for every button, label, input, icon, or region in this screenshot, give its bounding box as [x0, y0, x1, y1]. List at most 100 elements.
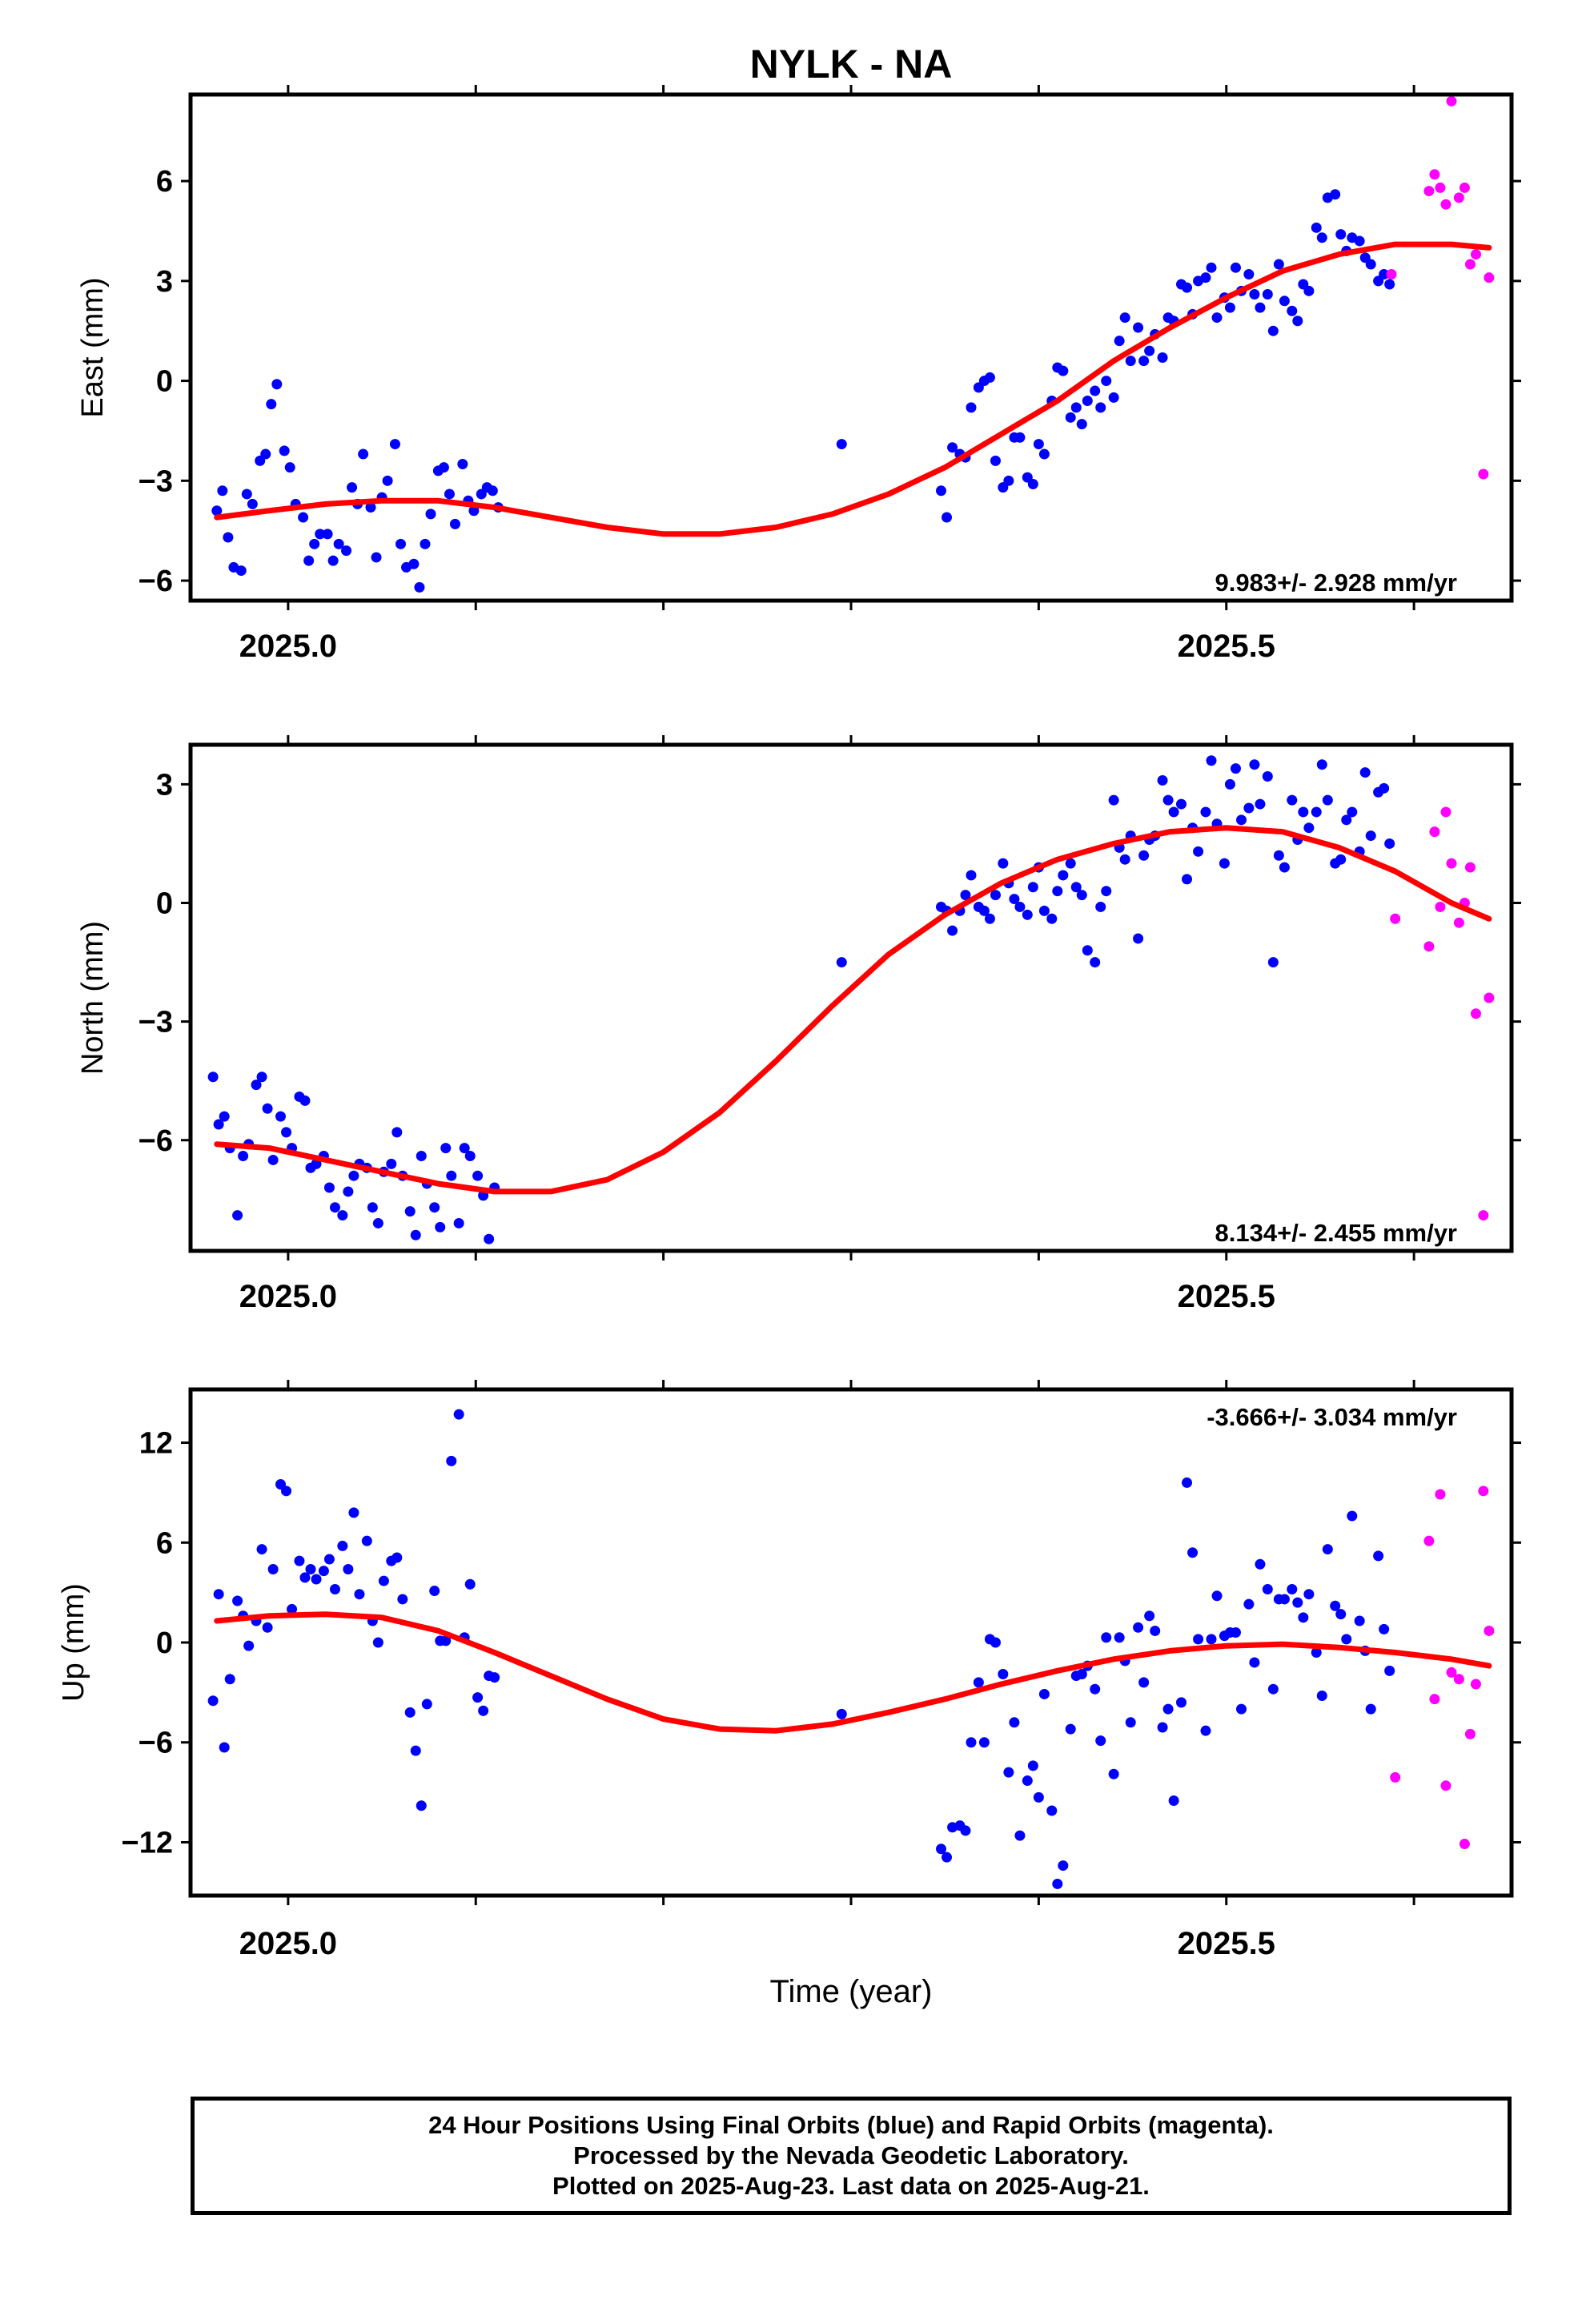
rapid-orbit-point: [1464, 862, 1476, 873]
final-orbit-point: [323, 1554, 335, 1565]
final-orbit-point: [1095, 901, 1106, 912]
final-orbit-point: [1249, 1657, 1260, 1668]
final-orbit-point: [1082, 396, 1093, 407]
final-orbit-point: [1027, 882, 1038, 893]
data-points: [207, 755, 1495, 1244]
final-orbit-point: [1200, 272, 1211, 283]
rate-label: -3.666+/- 3.034 mm/yr: [1207, 1403, 1457, 1431]
final-orbit-point: [243, 1640, 255, 1651]
final-orbit-point: [1287, 794, 1298, 806]
final-orbit-point: [347, 482, 358, 493]
final-orbit-point: [1065, 858, 1076, 869]
plot-frame: [188, 1387, 1514, 1898]
final-orbit-point: [1114, 1632, 1125, 1643]
y-tick-label: −12: [122, 1826, 173, 1860]
final-orbit-point: [315, 529, 326, 540]
rapid-orbit-point: [1484, 992, 1495, 1003]
y-tick-label: 0: [156, 887, 173, 921]
final-orbit-point: [1009, 894, 1020, 905]
final-orbit-point: [438, 462, 449, 473]
final-orbit-point: [217, 485, 228, 497]
panel-north: −6 −3 0 3 2025.0 2025.5 North (mm) 8.134+/- 2.4…: [76, 735, 1521, 1314]
final-orbit-point: [1022, 1775, 1033, 1787]
final-orbit-point: [1365, 1703, 1376, 1715]
final-orbit-point: [1076, 419, 1087, 430]
final-orbit-point: [449, 518, 460, 529]
final-orbit-point: [1076, 890, 1087, 901]
final-orbit-point: [1133, 1622, 1144, 1633]
final-orbit-point: [1316, 232, 1327, 243]
final-orbit-point: [1193, 1634, 1204, 1645]
final-orbit-point: [1168, 1795, 1179, 1806]
caption-line-1: 24 Hour Positions Using Final Orbits (bl…: [428, 2111, 1274, 2139]
final-orbit-point: [343, 1186, 354, 1197]
final-orbit-point: [1138, 356, 1150, 367]
final-orbit-point: [1211, 312, 1223, 324]
final-orbit-point: [219, 1742, 230, 1753]
y-tick-label: −3: [139, 1006, 173, 1039]
y-tick-label: −6: [139, 565, 173, 598]
rapid-orbit-point: [1423, 1535, 1435, 1546]
final-orbit-point: [1279, 1594, 1290, 1605]
final-orbit-point: [1058, 365, 1069, 376]
final-orbit-point: [1182, 1477, 1193, 1488]
final-orbit-point: [1033, 439, 1044, 450]
final-orbit-point: [1046, 1805, 1058, 1816]
final-orbit-point: [1150, 1625, 1161, 1636]
final-orbit-point: [1200, 1725, 1211, 1736]
final-orbit-point: [1236, 1703, 1247, 1715]
final-orbit-point: [1236, 814, 1247, 826]
final-orbit-point: [1292, 1597, 1303, 1608]
final-orbit-point: [1298, 1612, 1309, 1623]
final-orbit-point: [223, 532, 234, 543]
final-orbit-point: [1182, 282, 1193, 293]
rapid-orbit-point: [1470, 1679, 1481, 1690]
final-orbit-point: [1157, 774, 1168, 786]
rate-label: 9.983+/- 2.928 mm/yr: [1215, 569, 1457, 597]
final-orbit-point: [1379, 1623, 1390, 1634]
final-orbit-point: [947, 925, 958, 936]
final-orbit-point: [1303, 1589, 1315, 1600]
final-orbit-point: [372, 1637, 383, 1648]
final-orbit-point: [1373, 1550, 1384, 1562]
rapid-orbit-point: [1453, 917, 1464, 928]
final-orbit-point: [1243, 802, 1255, 814]
final-orbit-point: [337, 1210, 348, 1221]
final-orbit-point: [942, 512, 953, 523]
final-orbit-point: [207, 1695, 219, 1707]
x-tick-label: 2025.5: [1178, 1926, 1275, 1961]
final-orbit-point: [287, 1603, 298, 1614]
rapid-orbit-point: [1435, 182, 1446, 193]
final-orbit-point: [960, 890, 971, 901]
final-orbit-point: [247, 498, 258, 509]
final-orbit-point: [966, 1737, 977, 1748]
rapid-orbit-point: [1453, 1674, 1464, 1685]
final-orbit-point: [1330, 189, 1341, 200]
final-orbit-point: [256, 1544, 267, 1555]
final-orbit-point: [1027, 1760, 1038, 1771]
final-orbit-point: [420, 538, 431, 549]
final-orbit-point: [425, 509, 436, 520]
final-orbit-point: [303, 555, 315, 566]
model-curve: [214, 241, 1492, 537]
rapid-orbit-point: [1386, 269, 1397, 280]
final-orbit-point: [1365, 259, 1376, 270]
final-orbit-point: [978, 1737, 990, 1748]
figure-title: NYLK - NA: [750, 42, 953, 86]
final-orbit-point: [1267, 1683, 1279, 1695]
final-orbit-point: [1076, 1669, 1087, 1679]
final-orbit-point: [232, 1595, 243, 1606]
final-orbit-point: [1255, 302, 1266, 313]
rapid-orbit-point: [1464, 1728, 1476, 1739]
final-orbit-point: [1193, 846, 1204, 857]
y-tick-label: 3: [156, 768, 173, 802]
final-orbit-point: [256, 1072, 267, 1083]
final-orbit-point: [1273, 850, 1284, 861]
final-orbit-point: [416, 1800, 427, 1811]
final-orbit-point: [478, 1705, 489, 1716]
final-orbit-point: [358, 448, 369, 460]
final-orbit-point: [942, 1852, 953, 1863]
final-orbit-point: [1311, 222, 1322, 233]
x-tick-label: 2025.0: [239, 1926, 337, 1961]
